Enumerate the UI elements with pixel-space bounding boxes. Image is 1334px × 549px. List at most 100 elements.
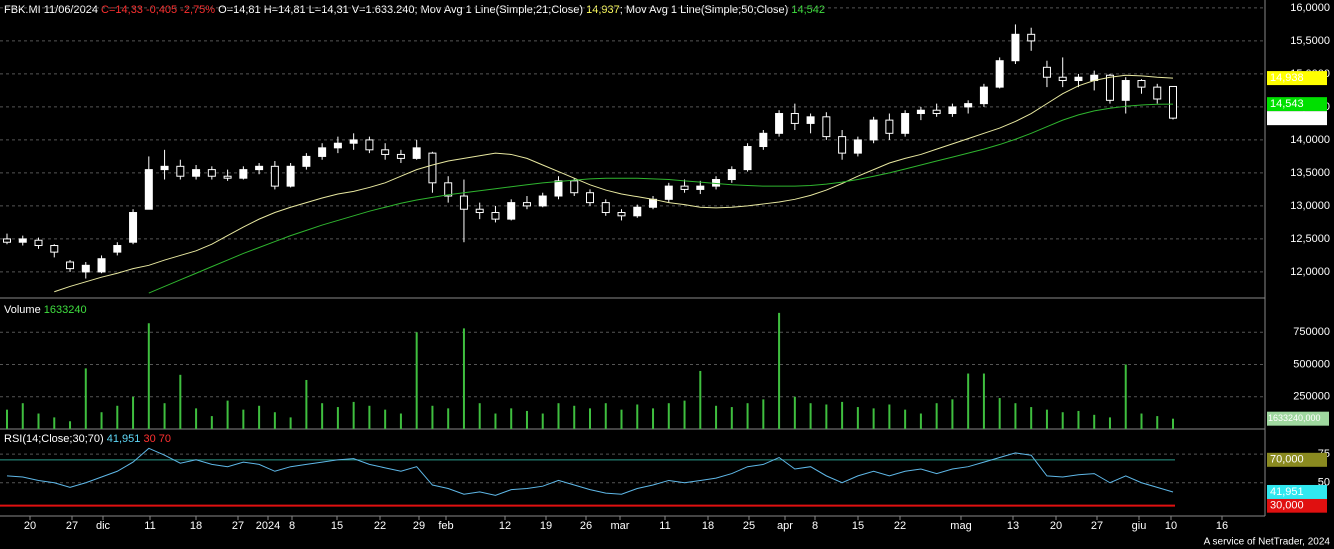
candle-body bbox=[790, 113, 799, 124]
candle-body bbox=[554, 180, 563, 197]
rsi-box bbox=[1267, 498, 1327, 513]
candle-body bbox=[160, 165, 169, 171]
candle-body bbox=[806, 116, 815, 124]
candle-body bbox=[302, 155, 311, 167]
candle-body bbox=[176, 165, 185, 177]
candle-body bbox=[1027, 33, 1036, 42]
price-box bbox=[1267, 97, 1327, 112]
x-tick-label: 8 bbox=[289, 520, 295, 532]
rsi-low: 30 bbox=[143, 433, 155, 445]
volume-box-label: 1633240,000 bbox=[1268, 413, 1321, 423]
candle-body bbox=[333, 142, 342, 149]
candle-body bbox=[522, 202, 531, 207]
x-tick-label: 26 bbox=[580, 520, 592, 532]
x-tick-label: 13 bbox=[1007, 520, 1019, 532]
candle-body bbox=[129, 212, 138, 243]
candle-body bbox=[444, 182, 453, 197]
y-tick-label: 750000 bbox=[1293, 326, 1330, 338]
x-tick-label: 18 bbox=[190, 520, 202, 532]
candle-body bbox=[869, 119, 878, 141]
moving-average bbox=[148, 103, 1174, 294]
candle-body bbox=[775, 113, 784, 134]
candle-body bbox=[491, 212, 500, 220]
candle-body bbox=[932, 109, 941, 115]
x-tick-label: 15 bbox=[331, 520, 343, 532]
candle-body bbox=[538, 195, 547, 207]
candle-body bbox=[113, 245, 122, 253]
y-tick-label: 14,0000 bbox=[1290, 134, 1330, 146]
volume-title: Volume 1633240 bbox=[4, 304, 87, 316]
candle-body bbox=[223, 175, 232, 179]
x-tick-label: 20 bbox=[24, 520, 36, 532]
candle-body bbox=[1042, 66, 1051, 78]
candle-body bbox=[901, 113, 910, 134]
ma21-value: 14,937 bbox=[586, 4, 620, 16]
candle-body bbox=[601, 202, 610, 214]
x-tick-label: 27 bbox=[66, 520, 78, 532]
x-tick-label: mar bbox=[611, 520, 630, 532]
candle-body bbox=[18, 238, 27, 243]
candle-body bbox=[459, 195, 468, 210]
x-tick-label: 16 bbox=[1216, 520, 1228, 532]
x-tick-label: 22 bbox=[374, 520, 386, 532]
rsi-last: 41,951 bbox=[107, 433, 141, 445]
candle-body bbox=[396, 153, 405, 159]
candle-body bbox=[1074, 76, 1083, 82]
price-box-label: 14,543 bbox=[1270, 98, 1304, 110]
candle-body bbox=[759, 132, 768, 148]
symbol: FBK.MI 11/06/2024 bbox=[4, 4, 98, 16]
rsi-last-box bbox=[1267, 484, 1327, 499]
y-tick-label: 12,0000 bbox=[1290, 266, 1330, 278]
rsi-box-label: 30,000 bbox=[1270, 500, 1304, 512]
candle-body bbox=[1137, 80, 1146, 88]
rsi-box-label: 70,000 bbox=[1270, 454, 1304, 466]
price-box bbox=[1267, 71, 1327, 86]
volume-box bbox=[1267, 411, 1329, 426]
candle-body bbox=[696, 185, 705, 190]
x-tick-label: 15 bbox=[852, 520, 864, 532]
candle-body bbox=[207, 169, 216, 177]
ohlcv: O=14,81 H=14,81 L=14,31 V=1.633.240; Mov… bbox=[218, 4, 583, 16]
candle-body bbox=[97, 258, 106, 273]
change: C=14,33 -0,405 -2,75% bbox=[101, 4, 215, 16]
candle-body bbox=[286, 165, 295, 187]
candle-body bbox=[649, 198, 658, 208]
y-tick-label: 16,0000 bbox=[1290, 2, 1330, 14]
x-tick-label: dic bbox=[96, 520, 111, 532]
candle-body bbox=[81, 264, 90, 273]
y-tick-label: 12,5000 bbox=[1290, 233, 1330, 245]
x-tick-label: 19 bbox=[540, 520, 552, 532]
candle-body bbox=[144, 169, 153, 210]
candle-body bbox=[255, 165, 264, 171]
y-tick-label: 250000 bbox=[1293, 391, 1330, 403]
candle-body bbox=[507, 202, 516, 220]
y-tick-label: 13,0000 bbox=[1290, 200, 1330, 212]
candle-body bbox=[1121, 80, 1130, 101]
x-tick-label: 11 bbox=[144, 520, 155, 532]
candle-body bbox=[192, 169, 201, 177]
candle-body bbox=[475, 208, 484, 214]
x-tick-label: 11 bbox=[659, 520, 670, 532]
candle-body bbox=[948, 106, 957, 115]
volume-name: Volume bbox=[4, 304, 41, 316]
candle-body bbox=[3, 238, 11, 243]
x-tick-label: 10 bbox=[1165, 520, 1177, 532]
candle-body bbox=[680, 185, 689, 190]
candle-body bbox=[916, 109, 925, 115]
rsi-high: 70 bbox=[159, 433, 171, 445]
candle-body bbox=[964, 103, 973, 108]
candle-body bbox=[270, 165, 279, 187]
rsi-line bbox=[6, 447, 1174, 496]
x-tick-label: 20 bbox=[1050, 520, 1062, 532]
header: FBK.MI 11/06/2024 C=14,33 -0,405 -2,75% … bbox=[4, 4, 825, 16]
candle-body bbox=[34, 239, 43, 247]
y-tick-label: 500000 bbox=[1293, 358, 1330, 370]
y-tick-label: 13,5000 bbox=[1290, 167, 1330, 179]
candle-body bbox=[617, 212, 626, 217]
candle-body bbox=[1169, 85, 1177, 119]
candle-body bbox=[1011, 33, 1020, 62]
candle-body bbox=[349, 139, 358, 144]
x-tick-label: 18 bbox=[702, 520, 714, 532]
candle-body bbox=[995, 60, 1004, 88]
